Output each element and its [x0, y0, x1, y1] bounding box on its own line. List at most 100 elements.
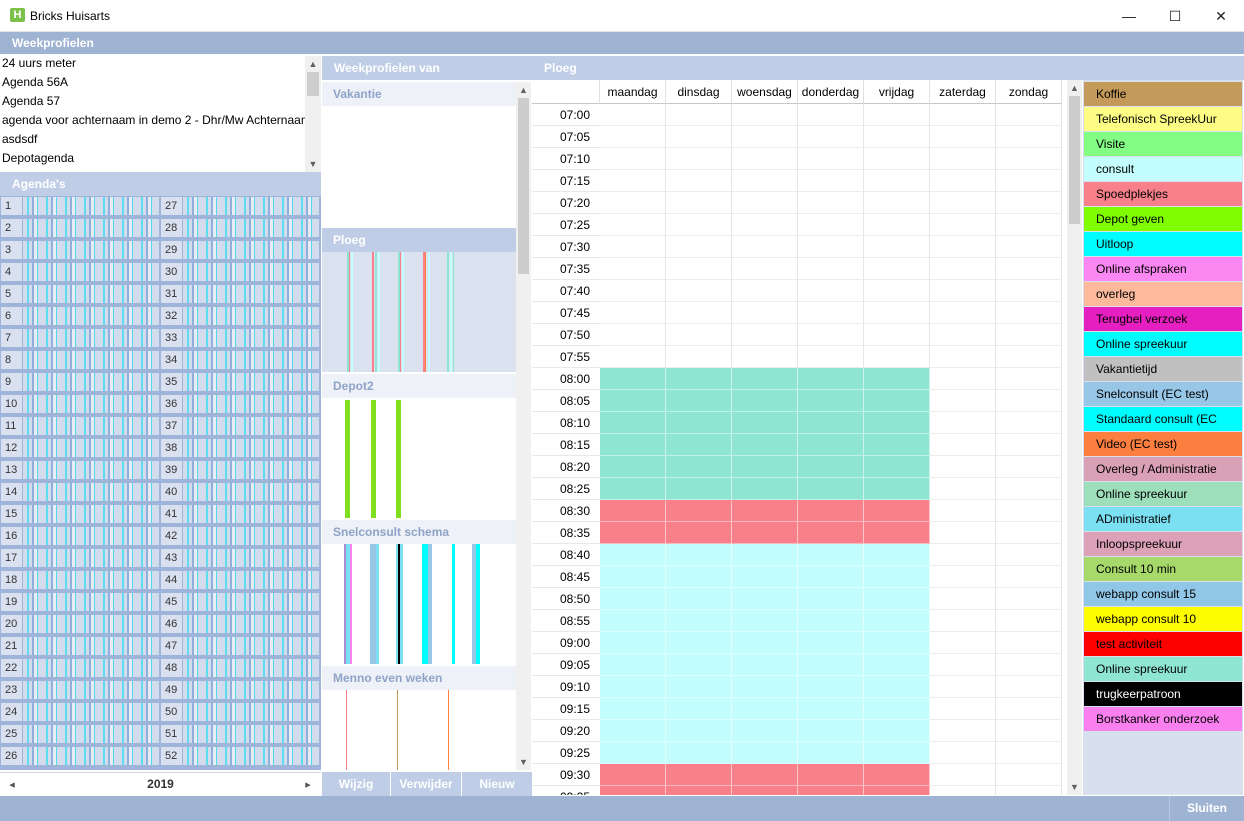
calendar-slot[interactable] [600, 632, 666, 654]
calendar-slot[interactable] [930, 104, 996, 126]
agenda-week-cell[interactable]: 36 [160, 394, 320, 414]
calendar-slot[interactable] [732, 654, 798, 676]
legend-item[interactable]: webapp consult 15 [1084, 582, 1242, 606]
calendar-slot[interactable] [600, 368, 666, 390]
calendar-slot[interactable] [666, 544, 732, 566]
profile-preview-ploeg[interactable] [322, 252, 516, 372]
calendar-slot[interactable] [864, 390, 930, 412]
calendar-slot[interactable] [600, 500, 666, 522]
calendar-slot[interactable] [732, 236, 798, 258]
calendar-slot[interactable] [996, 104, 1062, 126]
calendar-slot[interactable] [996, 566, 1062, 588]
calendar-slot[interactable] [600, 588, 666, 610]
calendar-slot[interactable] [864, 126, 930, 148]
agenda-week-cell[interactable]: 12 [0, 438, 160, 458]
calendar-slot[interactable] [864, 214, 930, 236]
calendar-slot[interactable] [732, 522, 798, 544]
legend-item[interactable]: ADministratief [1084, 507, 1242, 531]
calendar-slot[interactable] [930, 258, 996, 280]
calendar-slot[interactable] [798, 610, 864, 632]
calendar-slot[interactable] [798, 170, 864, 192]
calendar-slot[interactable] [732, 104, 798, 126]
calendar-slot[interactable] [600, 170, 666, 192]
calendar-slot[interactable] [930, 302, 996, 324]
calendar-slot[interactable] [798, 588, 864, 610]
weekprofielen-scrollbar[interactable]: ▲ ▼ [305, 56, 321, 172]
agenda-week-cell[interactable]: 47 [160, 636, 320, 656]
calendar-slot[interactable] [996, 610, 1062, 632]
calendar-slot[interactable] [930, 676, 996, 698]
calendar-slot[interactable] [996, 434, 1062, 456]
calendar-slot[interactable] [600, 324, 666, 346]
sluiten-button[interactable]: Sluiten [1169, 796, 1244, 821]
calendar-slot[interactable] [996, 632, 1062, 654]
calendar-slot[interactable] [864, 610, 930, 632]
calendar-slot[interactable] [930, 720, 996, 742]
calendar-slot[interactable] [864, 456, 930, 478]
calendar-slot[interactable] [666, 170, 732, 192]
calendar-slot[interactable] [666, 148, 732, 170]
calendar-slot[interactable] [798, 698, 864, 720]
calendar-slot[interactable] [600, 302, 666, 324]
calendar-slot[interactable] [732, 126, 798, 148]
calendar-slot[interactable] [798, 126, 864, 148]
calendar-slot[interactable] [600, 214, 666, 236]
calendar-slot[interactable] [600, 192, 666, 214]
calendar-slot[interactable] [930, 412, 996, 434]
legend-item[interactable]: Overleg / Administratie [1084, 457, 1242, 481]
calendar-slot[interactable] [732, 192, 798, 214]
agenda-week-cell[interactable]: 40 [160, 482, 320, 502]
calendar-slot[interactable] [864, 566, 930, 588]
calendar-slot[interactable] [732, 720, 798, 742]
calendar-slot[interactable] [666, 368, 732, 390]
legend-item[interactable]: Online afspraken [1084, 257, 1242, 281]
agenda-week-cell[interactable]: 24 [0, 702, 160, 722]
calendar-slot[interactable] [798, 764, 864, 786]
calendar-slot[interactable] [666, 346, 732, 368]
scroll-thumb[interactable] [518, 98, 529, 274]
calendar-slot[interactable] [666, 390, 732, 412]
calendar-slot[interactable] [996, 280, 1062, 302]
calendar-slot[interactable] [798, 522, 864, 544]
calendar-slot[interactable] [864, 786, 930, 795]
calendar-slot[interactable] [732, 368, 798, 390]
calendar-slot[interactable] [864, 500, 930, 522]
legend-item[interactable]: Vakantietijd [1084, 357, 1242, 381]
wijzig-button[interactable]: Wijzig [322, 772, 390, 796]
calendar-slot[interactable] [798, 236, 864, 258]
calendar-slot[interactable] [732, 280, 798, 302]
calendar-slot[interactable] [996, 654, 1062, 676]
calendar-slot[interactable] [996, 742, 1062, 764]
calendar-slot[interactable] [996, 214, 1062, 236]
calendar-slot[interactable] [732, 742, 798, 764]
calendar-slot[interactable] [930, 434, 996, 456]
calendar-slot[interactable] [798, 434, 864, 456]
agenda-week-cell[interactable]: 30 [160, 262, 320, 282]
legend-item[interactable]: trugkeerpatroon [1084, 682, 1242, 706]
agenda-week-cell[interactable]: 29 [160, 240, 320, 260]
calendar-slot[interactable] [666, 412, 732, 434]
calendar-slot[interactable] [996, 302, 1062, 324]
calendar-slot[interactable] [600, 764, 666, 786]
agenda-week-cell[interactable]: 14 [0, 482, 160, 502]
agenda-week-cell[interactable]: 52 [160, 746, 320, 766]
calendar-slot[interactable] [996, 720, 1062, 742]
calendar-slot[interactable] [798, 192, 864, 214]
legend-item[interactable]: Online spreekuur [1084, 657, 1242, 681]
next-year-icon[interactable]: ▸ [305, 779, 311, 791]
agenda-week-cell[interactable]: 9 [0, 372, 160, 392]
calendar-slot[interactable] [666, 566, 732, 588]
calendar-slot[interactable] [864, 346, 930, 368]
calendar-slot[interactable] [600, 720, 666, 742]
agenda-week-cell[interactable]: 17 [0, 548, 160, 568]
maximize-button[interactable]: ☐ [1168, 8, 1182, 24]
agenda-week-cell[interactable]: 20 [0, 614, 160, 634]
calendar-slot[interactable] [798, 346, 864, 368]
calendar-slot[interactable] [798, 676, 864, 698]
calendar-slot[interactable] [930, 500, 996, 522]
agenda-week-cell[interactable]: 10 [0, 394, 160, 414]
calendar-slot[interactable] [600, 412, 666, 434]
agenda-week-cell[interactable]: 7 [0, 328, 160, 348]
calendar-slot[interactable] [666, 302, 732, 324]
calendar-slot[interactable] [666, 588, 732, 610]
